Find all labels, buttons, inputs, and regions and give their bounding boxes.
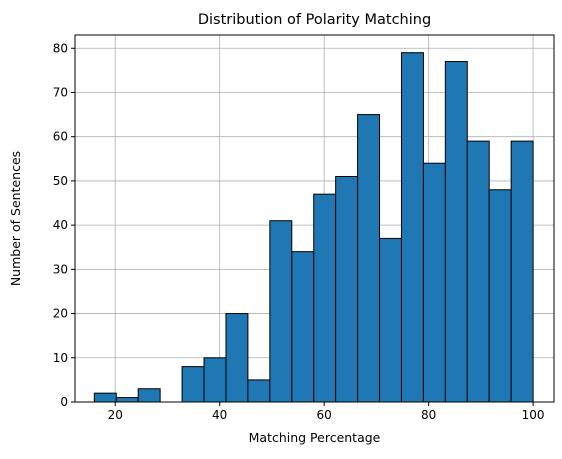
- histogram-bar: [357, 114, 381, 403]
- histogram-bar: [137, 388, 161, 403]
- histogram-bar: [115, 397, 139, 403]
- histogram-bar: [225, 313, 249, 403]
- y-tick-label: 70: [53, 85, 68, 99]
- histogram-bar: [203, 357, 227, 403]
- y-tick-label: 40: [53, 218, 68, 232]
- x-tick-label: 40: [212, 408, 227, 422]
- x-tick-label: 80: [421, 408, 436, 422]
- y-tick-label: 50: [53, 174, 68, 188]
- histogram-bar: [400, 52, 424, 403]
- histogram-bar: [466, 140, 490, 403]
- histogram-bar: [181, 366, 205, 403]
- histogram-bar: [444, 61, 468, 403]
- histogram-bar: [422, 162, 446, 403]
- x-axis-label: Matching Percentage: [249, 430, 381, 445]
- y-tick-label: 80: [53, 41, 68, 55]
- y-axis-label: Number of Sentences: [8, 151, 23, 286]
- chart-title: Distribution of Polarity Matching: [198, 12, 431, 28]
- x-tick-label: 20: [108, 408, 123, 422]
- histogram-bar: [269, 220, 293, 403]
- y-tick-label: 10: [53, 351, 68, 365]
- y-tick-label: 0: [60, 395, 68, 409]
- histogram-bar: [488, 189, 512, 403]
- y-tick-label: 60: [53, 130, 68, 144]
- y-tick-label: 30: [53, 262, 68, 276]
- histogram-bar: [291, 251, 315, 403]
- histogram-bar: [93, 392, 117, 403]
- bar-layer: [93, 52, 534, 403]
- y-tick-label: 20: [53, 307, 68, 321]
- histogram-bar: [335, 175, 359, 403]
- x-tick-label: 60: [317, 408, 332, 422]
- histogram-bar: [247, 379, 271, 403]
- histogram-bar: [510, 140, 534, 403]
- plot-frame: [74, 34, 555, 403]
- histogram-bar: [379, 237, 402, 403]
- histogram-bar: [313, 193, 337, 403]
- x-tick-label: 100: [522, 408, 545, 422]
- tick-layer: 20 40 60 80 100 0 10 20 30 40 50 60 70 80: [53, 41, 545, 422]
